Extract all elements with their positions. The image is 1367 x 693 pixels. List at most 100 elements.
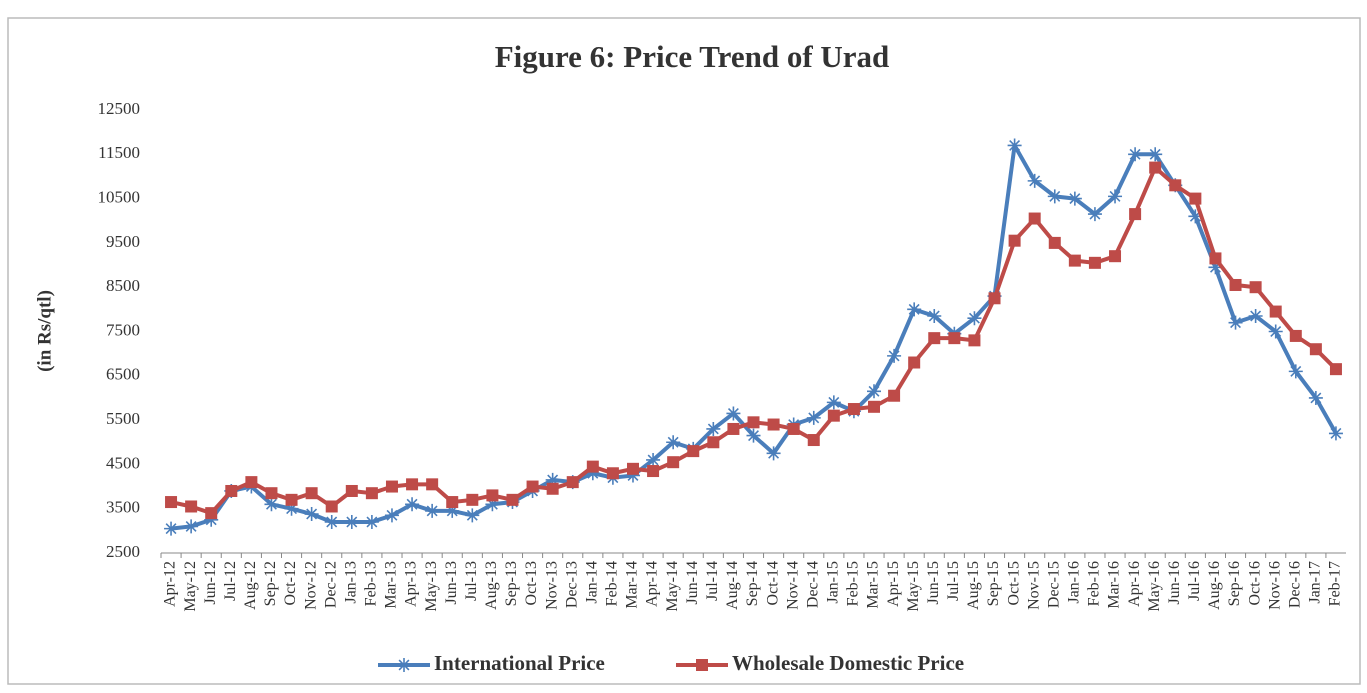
x-tick-label: Sep-13 <box>503 561 520 606</box>
marker-square <box>928 332 941 345</box>
x-tick-label: Nov-13 <box>543 561 560 610</box>
marker-star <box>1067 191 1082 206</box>
marker-star <box>585 466 600 481</box>
marker-square <box>696 659 708 671</box>
x-tick-label: Sep-16 <box>1226 561 1243 606</box>
marker-star <box>284 501 299 516</box>
x-tick-label: Dec-14 <box>804 561 821 608</box>
x-tick-label: Jun-16 <box>1166 561 1183 605</box>
marker-square <box>486 489 499 502</box>
marker-star <box>1228 315 1243 330</box>
marker-square <box>586 460 599 473</box>
x-tick-label: Aug-14 <box>724 561 741 610</box>
marker-star <box>706 421 721 436</box>
marker-square <box>265 487 278 500</box>
marker-star <box>1328 426 1343 441</box>
x-tick-label: Aug-16 <box>1206 561 1223 610</box>
x-tick-label: Jul-16 <box>1186 561 1203 601</box>
marker-star <box>1188 209 1203 224</box>
marker-square <box>546 482 559 495</box>
marker-square <box>506 493 519 506</box>
marker-star <box>1248 308 1263 323</box>
marker-star <box>867 384 882 399</box>
marker-star <box>405 497 420 512</box>
x-tick-label: May-13 <box>423 561 440 612</box>
marker-square <box>1088 256 1101 269</box>
marker-square <box>426 478 439 491</box>
y-axis-label: (in Rs/qtl) <box>34 290 55 372</box>
marker-square <box>205 507 218 520</box>
marker-star <box>425 503 440 518</box>
marker-square <box>446 496 459 509</box>
x-tick-label: Mar-16 <box>1106 561 1123 609</box>
marker-star <box>907 302 922 317</box>
y-tick-label: 7500 <box>106 320 140 339</box>
x-tick-label: Oct-13 <box>523 561 540 605</box>
x-tick-label: Nov-16 <box>1266 561 1283 610</box>
marker-star <box>666 435 681 450</box>
marker-star <box>1128 147 1143 162</box>
marker-square <box>1149 161 1162 174</box>
marker-square <box>225 484 238 497</box>
marker-star <box>625 468 640 483</box>
chart-frame <box>7 17 1361 685</box>
marker-star <box>1087 207 1102 222</box>
x-tick-label: Sep-14 <box>744 561 761 606</box>
marker-square <box>827 409 840 422</box>
marker-square <box>385 480 398 493</box>
marker-star <box>726 406 741 421</box>
marker-star <box>445 503 460 518</box>
x-tick-label: Oct-16 <box>1246 561 1263 605</box>
y-tick-label: 10500 <box>98 188 141 207</box>
x-tick-label: Mar-14 <box>624 561 641 609</box>
marker-star <box>545 472 560 487</box>
x-tick-label: Aug-13 <box>483 561 500 610</box>
marker-star <box>646 452 661 467</box>
x-tick-label: May-16 <box>1146 561 1163 612</box>
marker-square <box>1008 234 1021 247</box>
marker-square <box>1109 250 1122 263</box>
marker-star <box>397 658 411 672</box>
x-tick-label: Jan-14 <box>583 561 600 604</box>
y-tick-label: 2500 <box>106 542 140 561</box>
x-tick-label: Jan-13 <box>342 561 359 604</box>
x-tick-label: Jan-17 <box>1307 561 1324 604</box>
marker-square <box>245 476 258 489</box>
y-tick-label: 3500 <box>106 498 140 517</box>
x-tick-label: Mar-15 <box>865 561 882 609</box>
marker-star <box>1108 189 1123 204</box>
marker-square <box>868 400 881 413</box>
x-tick-label: Oct-15 <box>1005 561 1022 605</box>
x-tick-label: Aug-12 <box>242 561 259 610</box>
marker-star <box>806 410 821 425</box>
marker-square <box>727 422 740 435</box>
marker-star <box>164 521 179 536</box>
marker-star <box>485 497 500 512</box>
y-tick-label: 11500 <box>98 143 140 162</box>
marker-star <box>826 395 841 410</box>
marker-square <box>526 480 539 493</box>
marker-star <box>364 514 379 529</box>
marker-square <box>908 356 921 369</box>
y-tick-label: 9500 <box>106 232 140 251</box>
y-tick-label: 12500 <box>98 99 141 118</box>
x-tick-label: Feb-14 <box>604 561 621 606</box>
marker-square <box>1329 363 1342 376</box>
marker-star <box>1027 173 1042 188</box>
chart-title: Figure 6: Price Trend of Urad <box>495 39 890 74</box>
marker-square <box>807 434 820 447</box>
x-tick-label: Dec-16 <box>1286 561 1303 608</box>
x-tick-label: Jul-15 <box>945 561 962 601</box>
marker-star <box>304 507 319 522</box>
y-tick-label: 8500 <box>106 276 140 295</box>
x-tick-label: Jun-12 <box>202 561 219 605</box>
marker-square <box>626 462 639 475</box>
marker-square <box>606 467 619 480</box>
marker-square <box>667 456 680 469</box>
marker-square <box>1269 305 1282 318</box>
marker-star <box>1268 324 1283 339</box>
x-tick-label: Jun-14 <box>684 561 701 605</box>
marker-square <box>165 496 178 509</box>
